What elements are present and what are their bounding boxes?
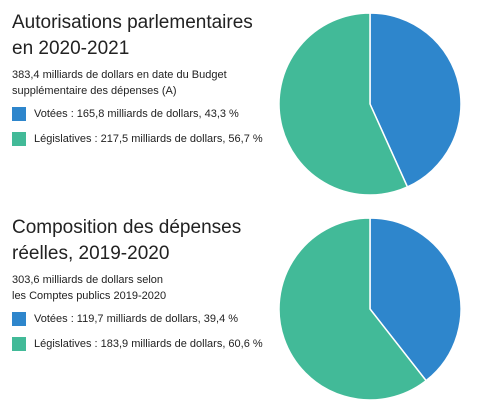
chart-subtitle-line-2: les Comptes publics 2019-2020: [12, 290, 167, 302]
pie-slice-votees: [369, 217, 462, 382]
legend-item-votees: Votées : 119,7 milliards de dollars, 39,…: [12, 311, 238, 327]
chart-title-line-1: Autorisations parlementaires: [12, 12, 253, 33]
chart-subtitle-line-1: 303,6 milliards de dollars selon: [12, 274, 164, 286]
pie-slice-legislatives: [278, 12, 409, 196]
chart-panel-expenditures: Composition des dépenses réelles, 2019-2…: [0, 205, 481, 405]
pie-chart-expenditures: [278, 217, 462, 401]
legend-label-legislatives: Législatives : 217,5 milliards de dollar…: [34, 133, 263, 145]
legend-item-votees: Votées : 165,8 milliards de dollars, 43,…: [12, 106, 239, 122]
legend-label-votees: Votées : 165,8 milliards de dollars, 43,…: [34, 108, 239, 120]
chart-subtitle-line-2: supplémentaire des dépenses (A): [12, 85, 177, 97]
chart-panel-authorities: Autorisations parlementaires en 2020-202…: [0, 0, 481, 200]
legend-label-votees: Votées : 119,7 milliards de dollars, 39,…: [34, 313, 239, 325]
chart-title-line-1: Composition des dépenses: [12, 217, 242, 238]
chart-title-line-2: en 2020-2021: [12, 38, 130, 59]
legend-swatch-votees: [12, 107, 26, 121]
chart-title-line-2: réelles, 2019-2020: [12, 243, 170, 264]
legend-swatch-legislatives: [12, 132, 26, 146]
legend-swatch-legislatives: [12, 337, 26, 351]
pie-chart-authorities: [278, 12, 462, 196]
legend-item-legislatives: Législatives : 217,5 milliards de dollar…: [12, 131, 263, 147]
pie-slice-legislatives: [278, 217, 428, 401]
legend-label-legislatives: Législatives : 183,9 milliards de dollar…: [34, 338, 263, 350]
chart-subtitle-line-1: 383,4 milliards de dollars en date du Bu…: [12, 69, 227, 81]
legend-item-legislatives: Législatives : 183,9 milliards de dollar…: [12, 336, 263, 352]
pie-slice-votees: [369, 12, 462, 188]
legend-swatch-votees: [12, 312, 26, 326]
